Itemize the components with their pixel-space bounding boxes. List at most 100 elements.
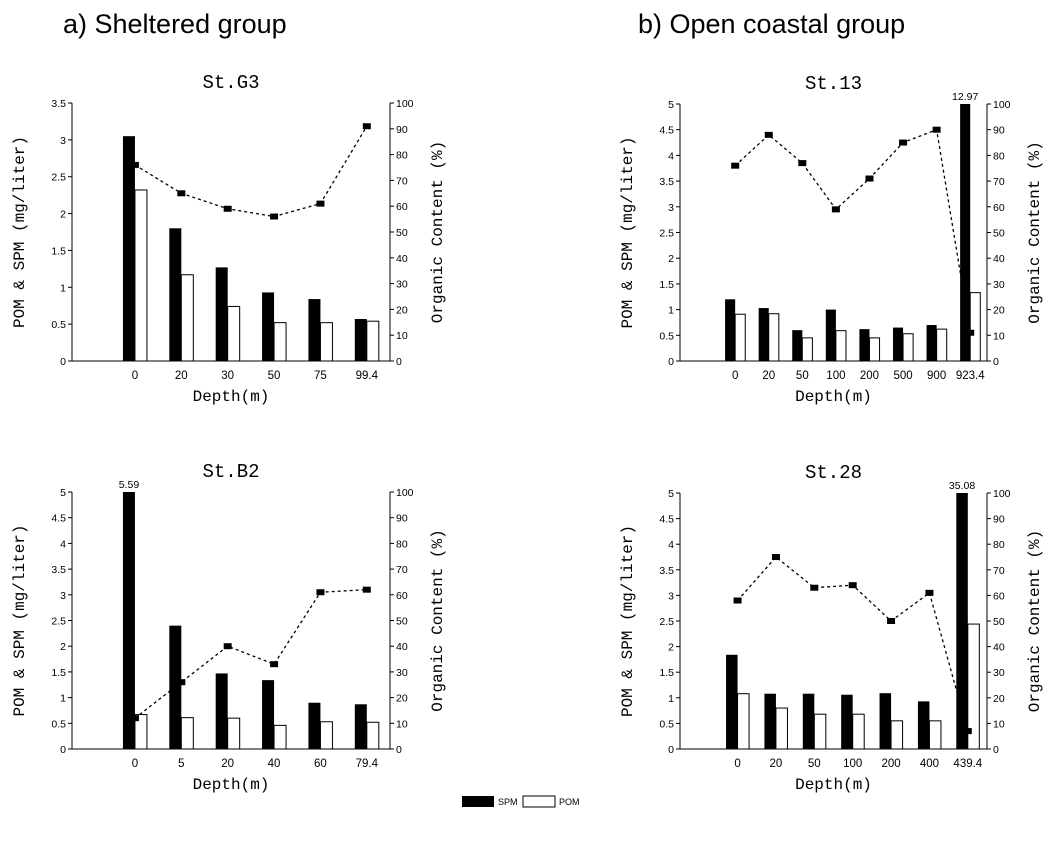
bar-spm [960, 104, 971, 361]
y2-tick-label: 0 [993, 356, 999, 368]
y-tick-label: 2.5 [51, 172, 66, 184]
y-tick-label: 3 [668, 590, 674, 602]
bar-pom [969, 292, 981, 362]
chart-st-g3: 0 0.5 1 1.5 2 2.5 3 3.5 0 10 20 30 40 50 60 70 80 90 100 0 2… [11, 72, 447, 406]
bar-pom [180, 274, 194, 362]
y-tick-label: 4.5 [51, 513, 66, 525]
y-tick-label: 0 [60, 356, 66, 368]
y2-tick-label: 90 [396, 513, 408, 525]
bar-pom [273, 724, 287, 750]
organic-content-marker [798, 160, 807, 167]
bar-pom [227, 305, 241, 362]
x-tick-label: 20 [770, 758, 783, 770]
bar-pom [835, 330, 847, 362]
bar-spm [841, 694, 853, 749]
y2-tick-label: 30 [993, 667, 1005, 679]
organic-content-line [134, 125, 368, 218]
y2-tick-label: 40 [396, 253, 408, 265]
organic-content-marker [223, 205, 232, 212]
y-tick-label: 0 [668, 356, 674, 368]
x-tick-label: 0 [734, 758, 740, 770]
y-tick-label: 1.5 [659, 667, 674, 679]
x-tick-label: 0 [132, 370, 138, 382]
legend: SPM POM [462, 795, 580, 808]
organic-content-marker [362, 586, 371, 593]
y-tick-label: 2 [668, 253, 674, 265]
y-axis-title: POM & SPM (mg/liter) [619, 136, 637, 328]
organic-content-marker [177, 190, 186, 197]
bar-spm [308, 702, 321, 749]
y2-tick-label: 20 [396, 693, 408, 705]
y-tick-label: 5 [60, 487, 66, 499]
bar-pom [852, 713, 865, 750]
bar-spm [825, 309, 836, 361]
bar-value-annotation: 12.97 [952, 91, 978, 103]
group-b-title: b) Open coastal group [638, 9, 905, 39]
legend-spm-swatch [462, 796, 494, 807]
bar-pom [801, 337, 813, 362]
y2-tick-label: 10 [993, 718, 1005, 730]
y-tick-label: 3.5 [659, 565, 674, 577]
bar-spm [169, 228, 182, 361]
chart-title: St.13 [805, 73, 862, 95]
y2-tick-label: 60 [396, 201, 408, 213]
y-tick-label: 1 [668, 305, 674, 317]
y-tick-label: 5 [668, 99, 674, 111]
bar-pom [936, 328, 948, 362]
bar-value-annotation: 35.08 [949, 480, 975, 492]
y-axis-title: POM & SPM (mg/liter) [11, 136, 29, 328]
chart-title: St.28 [805, 462, 862, 484]
organic-content-marker [223, 643, 232, 650]
bar-spm [726, 654, 738, 749]
y2-tick-label: 90 [993, 514, 1005, 526]
bar-spm [758, 308, 769, 361]
y2-tick-label: 80 [993, 150, 1005, 162]
y2-tick-label: 100 [396, 98, 414, 110]
bar-spm [122, 136, 135, 361]
bar-spm [917, 701, 930, 749]
y2-tick-label: 80 [396, 538, 408, 550]
y2-tick-label: 50 [993, 228, 1005, 240]
bar-spm [859, 329, 870, 361]
organic-content-marker [925, 589, 934, 596]
bar-pom [734, 313, 746, 362]
x-tick-label: 400 [920, 758, 939, 770]
group-a-title: a) Sheltered group [63, 9, 287, 39]
x-axis-title: Depth(m) [193, 388, 270, 406]
organic-content-marker [270, 213, 279, 220]
bar-pom [134, 714, 148, 750]
y2-tick-label: 40 [396, 641, 408, 653]
bar-spm [892, 327, 904, 361]
y2-tick-label: 50 [396, 616, 408, 628]
organic-content-marker [731, 162, 740, 169]
bar-spm [262, 292, 275, 361]
bar-pom [890, 720, 904, 750]
y2-axis-title: Organic Content (%) [1026, 141, 1044, 323]
y2-tick-label: 20 [396, 304, 408, 316]
x-tick-label: 100 [843, 758, 862, 770]
bar-spm [354, 704, 367, 749]
organic-content-marker [810, 584, 819, 591]
y-axis-title: POM & SPM (mg/liter) [619, 525, 637, 717]
y-tick-label: 1.5 [51, 245, 66, 257]
x-tick-label: 20 [762, 370, 775, 382]
y-tick-label: 2.5 [659, 616, 674, 628]
bar-pom [134, 189, 148, 362]
y-tick-label: 3.5 [659, 176, 674, 188]
bar-spm [354, 318, 367, 361]
y-tick-label: 0 [60, 744, 66, 756]
y2-tick-label: 0 [993, 744, 999, 756]
bar-pom [813, 713, 827, 750]
bar-pom [319, 322, 333, 362]
y-tick-label: 1 [60, 693, 66, 705]
bar-spm [802, 693, 815, 749]
legend-pom-swatch [522, 795, 556, 808]
y-tick-label: 0.5 [659, 718, 674, 730]
y-axis-title: POM & SPM (mg/liter) [11, 524, 29, 716]
y2-tick-label: 100 [396, 487, 414, 499]
bar-spm [725, 299, 736, 361]
organic-content-marker [733, 597, 742, 604]
bar-spm [926, 325, 937, 361]
y-tick-label: 0.5 [659, 330, 674, 342]
